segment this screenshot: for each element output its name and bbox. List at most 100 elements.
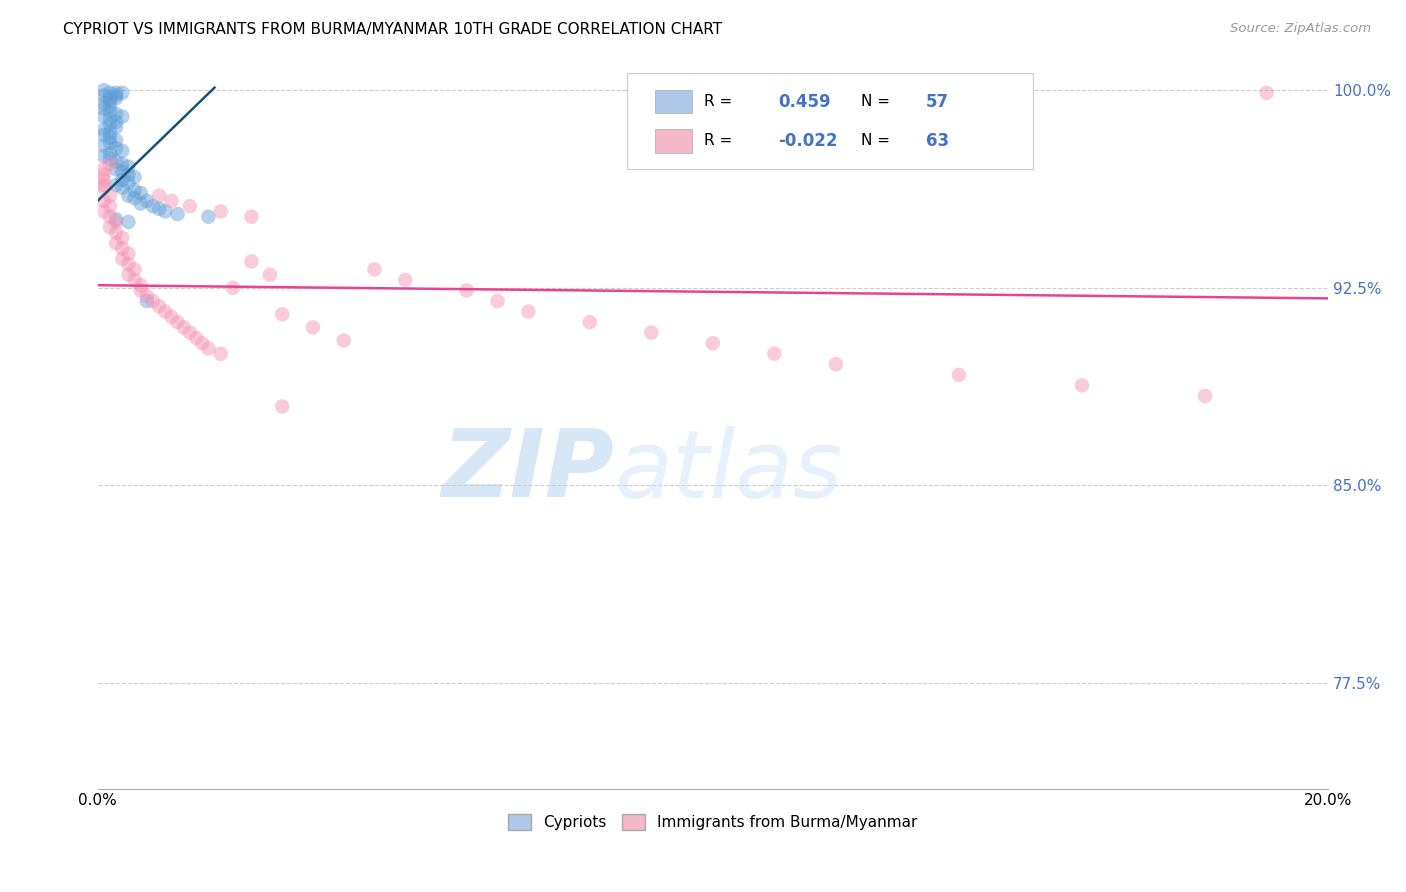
Point (98, 152, 121, 166)
Point (98, 112, 121, 127)
Point (98, 130, 121, 145)
Point (98, 94, 121, 108)
Point (105, 141, 128, 155)
Point (135, 194, 157, 208)
Point (105, 226, 128, 240)
Point (148, 202, 170, 216)
Point (135, 293, 157, 308)
Point (222, 281, 245, 295)
Point (155, 304, 177, 318)
Point (93, 194, 115, 208)
Point (160, 194, 183, 208)
Point (166, 207, 188, 221)
Text: N =: N = (860, 94, 894, 109)
Point (124, 170, 146, 185)
Point (93, 149, 115, 163)
Point (93, 110, 115, 124)
Point (117, 160, 139, 174)
Point (105, 133, 128, 147)
Point (259, 268, 281, 282)
Point (117, 215, 139, 229)
Point (302, 320, 325, 334)
Point (93, 178, 115, 192)
Point (117, 176, 139, 190)
Point (517, 304, 540, 318)
Text: CYPRIOT VS IMMIGRANTS FROM BURMA/MYANMAR 10TH GRADE CORRELATION CHART: CYPRIOT VS IMMIGRANTS FROM BURMA/MYANMAR… (63, 22, 723, 37)
Point (117, 268, 139, 282)
Text: R =: R = (704, 133, 737, 148)
Point (105, 235, 128, 250)
Point (111, 165, 134, 179)
Point (763, 347, 786, 361)
Point (111, 110, 134, 124)
Point (98, 125, 121, 139)
Point (1194, 389, 1216, 403)
Point (93, 180, 115, 194)
Point (98, 136, 121, 150)
Point (1071, 378, 1094, 392)
Point (191, 336, 214, 351)
Point (456, 284, 478, 298)
Point (948, 368, 970, 382)
Point (98, 86, 121, 100)
Point (93, 96, 115, 111)
Point (98, 146, 121, 161)
Point (142, 199, 165, 213)
Point (93, 162, 115, 177)
Point (111, 86, 134, 100)
Point (173, 320, 195, 334)
Point (332, 334, 354, 348)
Point (129, 186, 152, 200)
Point (98, 99, 121, 113)
Point (179, 326, 201, 340)
Point (155, 204, 177, 219)
Point (105, 120, 128, 134)
Point (98, 118, 121, 132)
Point (93, 173, 115, 187)
Point (240, 254, 263, 268)
Text: ZIP: ZIP (441, 425, 614, 517)
Point (209, 347, 232, 361)
Point (111, 252, 134, 266)
Point (117, 188, 139, 202)
Point (271, 400, 294, 414)
Bar (655, 128, 692, 153)
Point (197, 210, 219, 224)
Point (98, 220, 121, 235)
Point (105, 212, 128, 227)
Point (129, 284, 152, 298)
Point (209, 204, 232, 219)
Point (117, 246, 139, 260)
Point (105, 91, 128, 105)
Point (124, 183, 146, 197)
Point (93, 102, 115, 116)
Point (124, 262, 146, 277)
Point (394, 273, 416, 287)
Point (166, 315, 188, 329)
Text: R =: R = (704, 94, 737, 109)
Point (105, 115, 128, 129)
FancyBboxPatch shape (627, 73, 1033, 169)
Point (93, 88, 115, 103)
Point (160, 310, 183, 324)
Point (93, 204, 115, 219)
Point (98, 199, 121, 213)
Point (105, 162, 128, 177)
Point (111, 157, 134, 171)
Point (105, 215, 128, 229)
Bar (655, 90, 692, 113)
Point (105, 154, 128, 169)
Text: 63: 63 (925, 132, 949, 150)
Text: Source: ZipAtlas.com: Source: ZipAtlas.com (1230, 22, 1371, 36)
Point (93, 122, 115, 136)
Point (184, 331, 207, 345)
Text: atlas: atlas (614, 425, 842, 516)
Text: 57: 57 (925, 93, 949, 111)
Point (197, 342, 219, 356)
Point (111, 231, 134, 245)
Point (579, 315, 602, 329)
Point (111, 144, 134, 158)
Point (142, 293, 165, 308)
Text: N =: N = (860, 133, 894, 148)
Point (93, 128, 115, 142)
